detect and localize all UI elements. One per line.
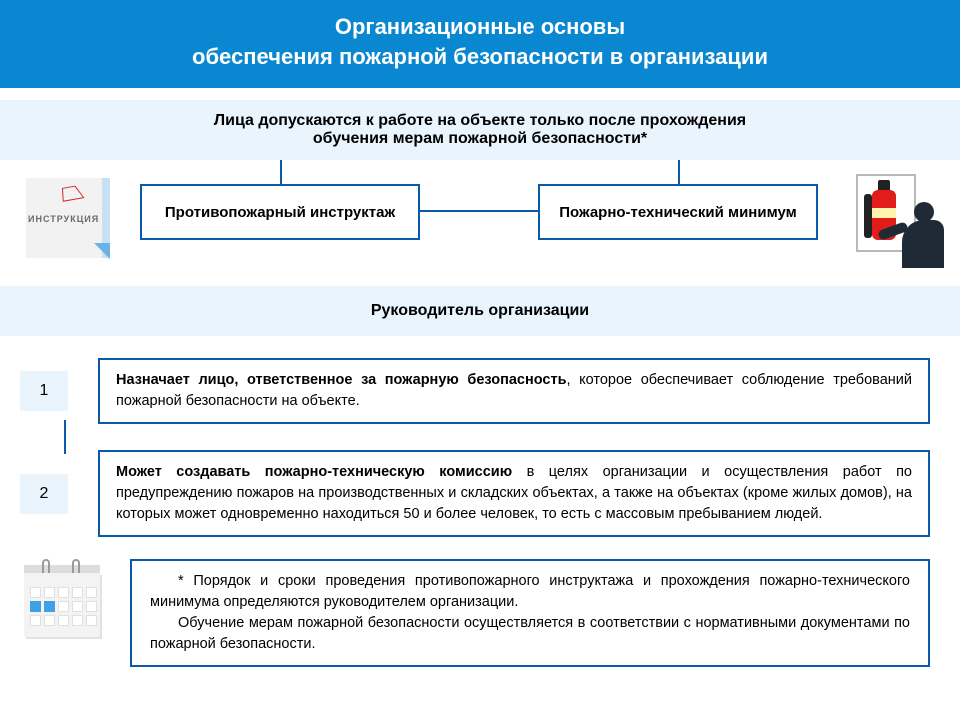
paperclip-icon: ⏢ — [57, 172, 87, 210]
intro-line2: обучения мерам пожарной безопасности* — [80, 130, 880, 148]
title-line1: Организационные основы — [20, 14, 940, 40]
title-header: Организационные основы обеспечения пожар… — [0, 0, 960, 88]
connector-line — [64, 420, 66, 454]
training-row: ⏢ ИНСТРУКЦИЯ Противопожарный инструктаж … — [0, 160, 960, 280]
item-bold: Назначает лицо, ответственное за пожарну… — [116, 372, 566, 388]
training-box-briefing: Противопожарный инструктаж — [140, 184, 420, 240]
calendar-icon — [20, 559, 104, 643]
item-text: Назначает лицо, ответственное за пожарну… — [98, 358, 930, 424]
item-number: 1 — [20, 371, 68, 411]
connector-line — [678, 160, 680, 184]
doc-label: ИНСТРУКЦИЯ — [28, 214, 92, 224]
item-bold: Может создавать пожарно-техническую коми… — [116, 464, 512, 480]
item-row: 1 Назначает лицо, ответственное за пожар… — [20, 358, 930, 424]
footer-p2: Обучение мерам пожарной безопасности осу… — [150, 613, 910, 655]
footer-p1: * Порядок и сроки проведения противопожа… — [150, 571, 910, 613]
item-text: Может создавать пожарно-техническую коми… — [98, 450, 930, 537]
title-line2: обеспечения пожарной безопасности в орга… — [20, 44, 940, 70]
intro-band: Лица допускаются к работе на объекте тол… — [0, 100, 960, 160]
training-box-minimum: Пожарно-технический минимум — [538, 184, 818, 240]
instruction-doc-icon: ⏢ ИНСТРУКЦИЯ — [20, 174, 120, 264]
intro-line1: Лица допускаются к работе на объекте тол… — [80, 112, 880, 130]
footer-row: * Порядок и сроки проведения противопожа… — [20, 559, 930, 667]
item-number: 2 — [20, 474, 68, 514]
item-row: 2 Может создавать пожарно-техническую ко… — [20, 450, 930, 537]
extinguisher-person-icon — [834, 174, 944, 268]
items-list: 1 Назначает лицо, ответственное за пожар… — [0, 358, 960, 537]
connector-line — [280, 160, 282, 184]
footer-note-box: * Порядок и сроки проведения противопожа… — [130, 559, 930, 667]
connector-line — [420, 210, 538, 212]
manager-band: Руководитель организации — [0, 286, 960, 336]
